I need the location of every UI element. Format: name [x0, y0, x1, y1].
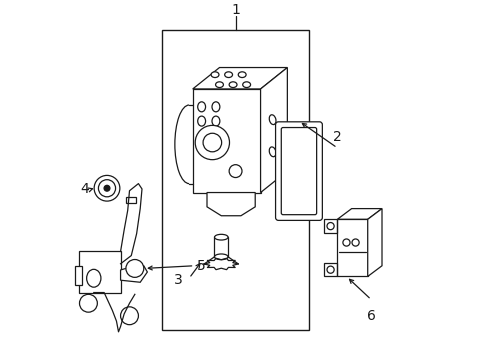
- Bar: [214, 237, 227, 257]
- Circle shape: [229, 165, 242, 177]
- Ellipse shape: [197, 102, 205, 112]
- Ellipse shape: [211, 72, 219, 77]
- Circle shape: [195, 125, 229, 160]
- Ellipse shape: [94, 175, 120, 201]
- Text: 5: 5: [197, 259, 205, 273]
- Bar: [75, 266, 81, 285]
- Bar: [126, 197, 136, 203]
- Circle shape: [203, 133, 221, 152]
- Circle shape: [121, 307, 138, 325]
- Circle shape: [104, 185, 110, 191]
- Polygon shape: [260, 68, 287, 193]
- Ellipse shape: [214, 234, 227, 240]
- Ellipse shape: [242, 82, 250, 87]
- FancyBboxPatch shape: [275, 122, 322, 220]
- Polygon shape: [121, 266, 147, 282]
- Bar: [323, 263, 337, 276]
- Ellipse shape: [215, 82, 223, 87]
- Bar: [323, 219, 337, 233]
- Text: 3: 3: [174, 273, 183, 287]
- Bar: [80, 252, 121, 293]
- Circle shape: [326, 266, 333, 273]
- Bar: [337, 219, 367, 276]
- Ellipse shape: [86, 269, 101, 287]
- Ellipse shape: [238, 72, 245, 77]
- Circle shape: [326, 222, 333, 230]
- Text: 1: 1: [231, 3, 240, 17]
- Circle shape: [351, 239, 358, 246]
- Bar: [162, 30, 308, 330]
- Ellipse shape: [269, 115, 275, 125]
- Circle shape: [126, 260, 143, 277]
- Ellipse shape: [224, 72, 232, 77]
- Bar: [192, 89, 260, 193]
- Ellipse shape: [212, 116, 220, 126]
- Ellipse shape: [98, 180, 115, 197]
- Text: 4: 4: [80, 182, 89, 196]
- Ellipse shape: [214, 254, 227, 260]
- Ellipse shape: [229, 82, 237, 87]
- Polygon shape: [206, 193, 255, 216]
- Circle shape: [80, 294, 97, 312]
- Ellipse shape: [269, 147, 275, 157]
- Ellipse shape: [197, 116, 205, 126]
- FancyBboxPatch shape: [281, 127, 316, 215]
- Text: 2: 2: [332, 130, 341, 144]
- Circle shape: [342, 239, 349, 246]
- Text: 6: 6: [366, 309, 375, 323]
- Polygon shape: [367, 208, 381, 276]
- Ellipse shape: [212, 102, 220, 112]
